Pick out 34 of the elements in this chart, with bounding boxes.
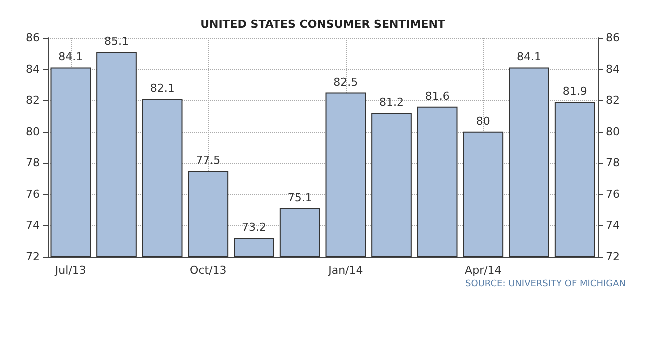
data-label: 81.6: [425, 90, 450, 103]
data-label: 75.1: [288, 192, 312, 205]
data-label: 84.1: [517, 50, 542, 64]
data-label: 82.1: [150, 82, 175, 96]
chart-title: UNITED STATES CONSUMER SENTIMENT: [200, 18, 446, 31]
data-label: 84.1: [58, 50, 84, 64]
data-label: 77.5: [196, 154, 221, 167]
y2-tick-label: 86: [606, 32, 620, 44]
x-tick-label: Jan/14: [328, 264, 364, 277]
y-tick-label: 82: [26, 94, 40, 108]
y-tick-label: 84: [26, 62, 40, 76]
data-label: 73.2: [242, 221, 266, 234]
data-label: 85.1: [104, 35, 129, 48]
y-tick-label: 72: [26, 250, 40, 264]
y2-tick-label: 78: [606, 156, 620, 170]
y2-tick-label: 80: [606, 125, 620, 138]
y2-tick-label: 82: [606, 94, 620, 108]
x-tick-label: Jul/13: [54, 264, 86, 277]
data-label: 81.9: [562, 85, 588, 98]
y2-tick-label: 76: [606, 188, 620, 201]
data-label: 80: [476, 114, 490, 128]
x-tick-label: Apr/14: [465, 264, 502, 277]
data-label: 81.2: [380, 96, 404, 110]
y-tick-label: 74: [26, 219, 40, 232]
y-tick-label: 78: [26, 156, 40, 170]
y2-tick-label: 74: [606, 219, 620, 232]
x-tick-label: Oct/13: [190, 264, 227, 277]
y2-tick-label: 84: [606, 62, 620, 76]
y-tick-label: 76: [26, 188, 40, 201]
data-label: 82.5: [334, 76, 358, 89]
y2-tick-label: 72: [606, 250, 620, 264]
source-note: SOURCE: UNIVERSITY OF MICHIGAN: [466, 280, 626, 290]
y-tick-label: 86: [26, 32, 40, 44]
y-tick-label: 80: [26, 125, 40, 138]
